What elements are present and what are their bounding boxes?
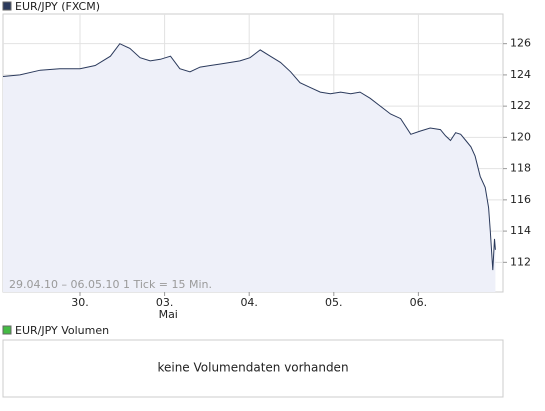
month-label: Mai — [159, 308, 178, 321]
y-tick-label: 124 — [510, 68, 531, 81]
legend-label: EUR/JPY Volumen — [15, 324, 109, 337]
y-tick-label: 118 — [510, 162, 531, 175]
x-tick-label: 03. — [156, 296, 174, 309]
volume-frame — [2, 339, 504, 398]
x-tick-label: 06. — [410, 296, 428, 309]
y-tick-label: 114 — [510, 224, 531, 237]
y-tick-label: 126 — [510, 37, 531, 50]
price-line — [2, 43, 496, 271]
legend-swatch — [2, 1, 12, 11]
y-tick-label: 120 — [510, 130, 531, 143]
x-tick-label: 05. — [325, 296, 343, 309]
x-tick-label: 04. — [240, 296, 258, 309]
y-tick-label: 122 — [510, 99, 531, 112]
x-tick-label: 30. — [71, 296, 89, 309]
legend-label: EUR/JPY (FXCM) — [15, 0, 100, 13]
empty-message: keine Volumendaten vorhanden — [157, 361, 348, 375]
area — [3, 43, 496, 293]
legend-swatch — [2, 325, 12, 335]
y-tick-label: 112 — [510, 255, 531, 268]
range-note: 29.04.10 – 06.05.10 1 Tick = 15 Min. — [9, 278, 212, 291]
y-tick-label: 116 — [510, 193, 531, 206]
